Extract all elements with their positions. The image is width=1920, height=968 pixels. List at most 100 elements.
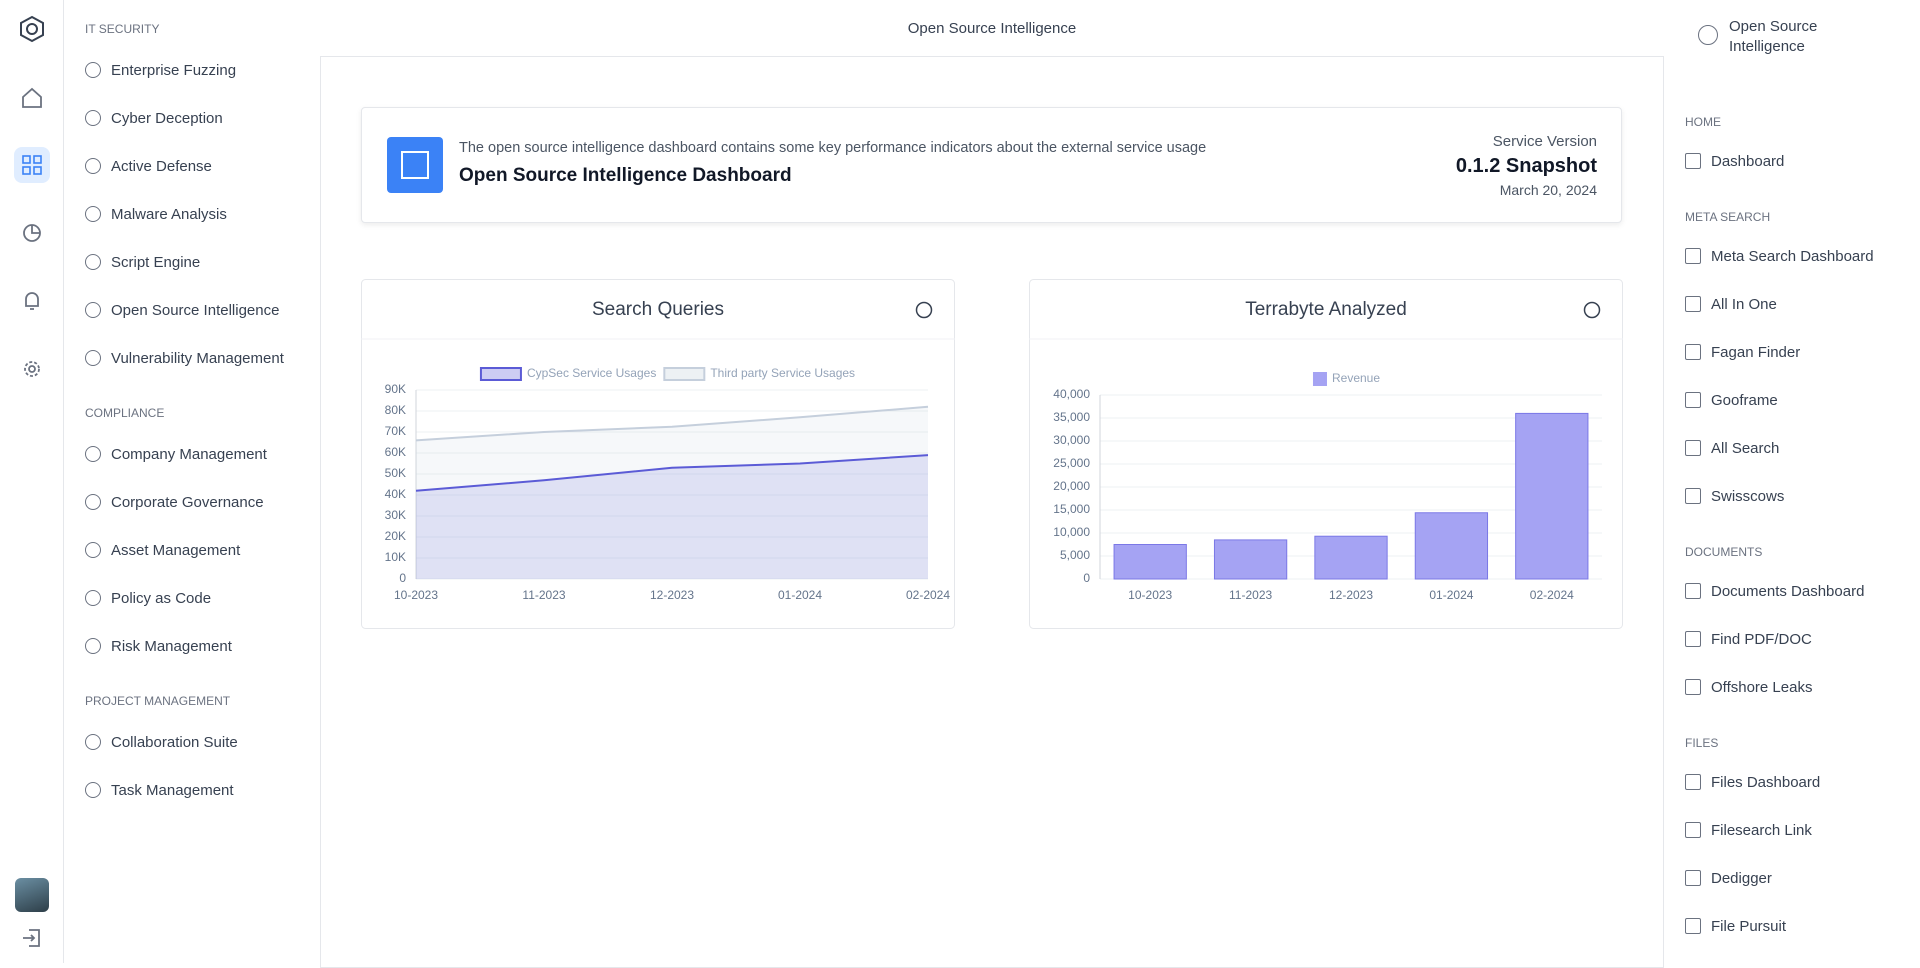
nav-item[interactable]: Policy as Code — [85, 574, 320, 622]
nav-section: IT SECURITY Enterprise FuzzingCyber Decep… — [85, 17, 320, 382]
settings-icon[interactable] — [17, 354, 47, 384]
y-tick-label: 90K — [385, 382, 406, 396]
nav-item[interactable]: Dedigger — [1685, 854, 1899, 902]
chart-icon[interactable] — [17, 218, 47, 248]
y-tick-label: 50K — [385, 466, 406, 480]
y-tick-label: 40K — [385, 487, 406, 501]
y-tick-label: 20K — [385, 529, 406, 543]
nav-item[interactable]: Open Source Intelligence — [85, 286, 320, 334]
nav-item[interactable]: Search Files — [1685, 950, 1899, 963]
nav-item[interactable]: Task Management — [85, 766, 320, 814]
legend-swatch — [664, 368, 704, 380]
legend-label: CypSec Service Usages — [527, 366, 656, 380]
x-tick-label: 12-2023 — [1329, 588, 1373, 602]
legend: CypSec Service UsagesThird party Service… — [481, 366, 855, 380]
x-tick-label: 01-2024 — [1429, 588, 1473, 602]
nav-item[interactable]: Vulnerability Management — [85, 334, 320, 382]
nav-section-label: IT SECURITY — [85, 17, 320, 41]
nav-section-label: HOME — [1685, 110, 1899, 134]
nav-item[interactable]: Collaboration Suite — [85, 718, 320, 766]
nav-section-label: PROJECT MANAGEMENT — [85, 689, 320, 713]
dashboard-icon-active[interactable] — [14, 147, 50, 183]
nav-item[interactable]: Corporate Governance — [85, 478, 320, 526]
x-tick-label: 11-2023 — [1229, 588, 1272, 602]
version-info: Service Version 0.1.2 Snapshot March 20,… — [1456, 132, 1597, 200]
nav-item[interactable]: Filesearch Link — [1685, 806, 1899, 854]
nav-item[interactable]: Files Dashboard — [1685, 758, 1899, 806]
y-tick-label: 5,000 — [1060, 548, 1090, 562]
nav-items: Documents DashboardFind PDF/DOCOffshore … — [1685, 567, 1899, 711]
nav-items: Collaboration SuiteTask Management — [85, 718, 320, 814]
bar — [1415, 513, 1487, 579]
legend: Revenue — [1314, 371, 1380, 385]
x-tick-label: 01-2024 — [778, 588, 822, 602]
nav-item[interactable]: Malware Analysis — [85, 190, 320, 238]
right-navigation: HOME Dashboard META SEARCH Meta Search Dash… — [1664, 0, 1899, 963]
x-tick-label: 11-2023 — [522, 588, 565, 602]
nav-section: COMPLIANCE Company ManagementCorporate Go… — [85, 401, 320, 670]
nav-section-label: COMPLIANCE — [85, 401, 320, 425]
x-tick-label: 12-2023 — [650, 588, 694, 602]
bar — [1516, 413, 1588, 579]
y-tick-label: 20,000 — [1053, 479, 1090, 493]
x-tick-label: 02-2024 — [906, 588, 950, 602]
nav-item[interactable]: Enterprise Fuzzing — [85, 46, 320, 94]
y-tick-label: 60K — [385, 445, 406, 459]
y-tick-label: 10K — [385, 550, 406, 564]
nav-item[interactable]: Risk Management — [85, 622, 320, 670]
nav-item[interactable]: Gooframe — [1685, 376, 1899, 424]
nav-items: Dashboard — [1685, 137, 1899, 185]
nav-item[interactable]: Fagan Finder — [1685, 328, 1899, 376]
nav-section-label: DOCUMENTS — [1685, 540, 1899, 564]
nav-item[interactable]: Documents Dashboard — [1685, 567, 1899, 615]
nav-items: Files DashboardFilesearch LinkDediggerFi… — [1685, 758, 1899, 963]
chart-card: Terrabyte Analyzed05,00010,00015,00020,0… — [1029, 279, 1623, 629]
y-tick-label: 70K — [385, 424, 406, 438]
nav-item[interactable]: All In One — [1685, 280, 1899, 328]
nav-item[interactable]: All Search — [1685, 424, 1899, 472]
nav-item[interactable]: Asset Management — [85, 526, 320, 574]
nav-item[interactable]: Company Management — [85, 430, 320, 478]
home-icon[interactable] — [17, 83, 47, 113]
x-tick-label: 10-2023 — [1128, 588, 1172, 602]
x-tick-label: 02-2024 — [1530, 588, 1574, 602]
y-tick-label: 0 — [1083, 571, 1090, 585]
nav-section: META SEARCH Meta Search DashboardAll In O… — [1685, 205, 1899, 520]
logout-icon[interactable] — [17, 923, 47, 953]
chart-title: Search Queries — [592, 299, 724, 320]
nav-item[interactable]: Cyber Deception — [85, 94, 320, 142]
nav-item[interactable]: Offshore Leaks — [1685, 663, 1899, 711]
version-date: March 20, 2024 — [1456, 180, 1597, 200]
page-header-title: Open Source Intelligence — [320, 20, 1664, 37]
nav-section-label: META SEARCH — [1685, 205, 1899, 229]
nav-section: FILES Files DashboardFilesearch LinkDedig… — [1685, 731, 1899, 963]
banner-description: The open source intelligence dashboard c… — [459, 140, 1206, 156]
nav-section-label: FILES — [1685, 731, 1899, 755]
nav-item[interactable]: Meta Search Dashboard — [1685, 232, 1899, 280]
nav-item[interactable]: Swisscows — [1685, 472, 1899, 520]
y-tick-label: 35,000 — [1053, 410, 1090, 424]
nav-item[interactable]: Script Engine — [85, 238, 320, 286]
nav-items: Company ManagementCorporate GovernanceAs… — [85, 430, 320, 670]
bar — [1114, 545, 1186, 580]
chart-title: Terrabyte Analyzed — [1245, 299, 1407, 320]
version: 0.1.2 Snapshot — [1456, 152, 1597, 180]
legend-swatch — [481, 368, 521, 380]
banner-title: Open Source Intelligence Dashboard — [459, 165, 792, 187]
nav-item[interactable]: Active Defense — [85, 142, 320, 190]
bell-icon[interactable] — [17, 286, 47, 316]
x-tick-label: 10-2023 — [394, 588, 438, 602]
y-tick-label: 80K — [385, 403, 406, 417]
banner-icon — [387, 137, 443, 193]
nav-item[interactable]: Dashboard — [1685, 137, 1899, 185]
version-label: Service Version — [1456, 132, 1597, 152]
nav-section: DOCUMENTS Documents DashboardFind PDF/DOC… — [1685, 540, 1899, 711]
nav-section: PROJECT MANAGEMENT Collaboration SuiteTas… — [85, 689, 320, 814]
y-tick-label: 10,000 — [1053, 525, 1090, 539]
nav-items: Meta Search DashboardAll In OneFagan Fin… — [1685, 232, 1899, 520]
nav-item[interactable]: File Pursuit — [1685, 902, 1899, 950]
nav-item[interactable]: Find PDF/DOC — [1685, 615, 1899, 663]
user-avatar[interactable] — [15, 878, 49, 912]
